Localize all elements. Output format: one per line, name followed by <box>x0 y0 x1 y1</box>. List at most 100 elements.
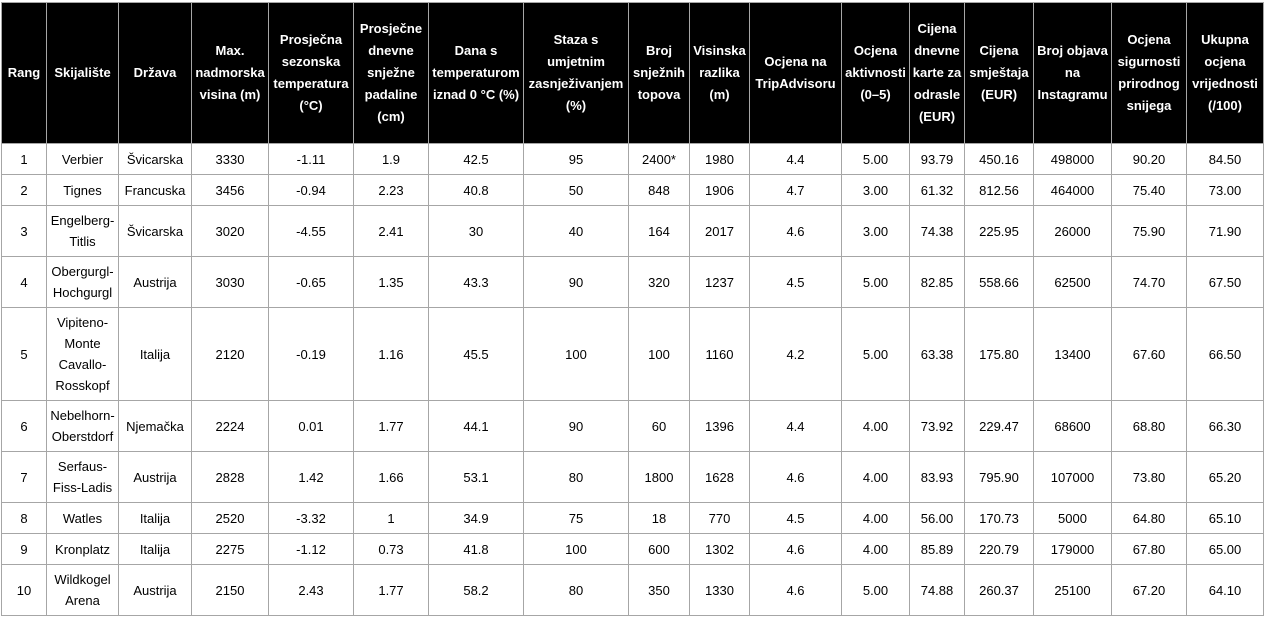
cell: 225.95 <box>964 205 1034 257</box>
cell: 6 <box>1 400 47 452</box>
table-row: 1 Verbier Švicarska 3330 -1.11 1.9 42.5 95 2400*… <box>1 143 1264 175</box>
cell: 3030 <box>191 256 269 308</box>
cell: 75 <box>523 502 629 534</box>
cell: 1.66 <box>353 451 429 503</box>
cell: 2120 <box>191 307 269 401</box>
cell: Verbier <box>46 143 119 175</box>
cell: 65.20 <box>1186 451 1264 503</box>
cell: 60 <box>628 400 690 452</box>
cell: 0.73 <box>353 533 429 565</box>
column-header: Ocjena sigurnosti prirodnog snijega <box>1111 2 1187 144</box>
cell: 4.6 <box>749 205 842 257</box>
cell: Italija <box>118 533 192 565</box>
cell: 82.85 <box>909 256 965 308</box>
cell: 90 <box>523 400 629 452</box>
cell: 71.90 <box>1186 205 1264 257</box>
cell: 350 <box>628 564 690 616</box>
cell: 26000 <box>1033 205 1112 257</box>
cell: 75.90 <box>1111 205 1187 257</box>
cell: 1.77 <box>353 400 429 452</box>
cell: 320 <box>628 256 690 308</box>
cell: 41.8 <box>428 533 524 565</box>
cell: 63.38 <box>909 307 965 401</box>
cell: 2224 <box>191 400 269 452</box>
cell: Francuska <box>118 174 192 206</box>
cell: 848 <box>628 174 690 206</box>
cell: -4.55 <box>268 205 354 257</box>
cell: Watles <box>46 502 119 534</box>
cell: 30 <box>428 205 524 257</box>
column-header: Država <box>118 2 192 144</box>
cell: Italija <box>118 502 192 534</box>
cell: 2017 <box>689 205 750 257</box>
column-header: Broj objava na Instagramu <box>1033 2 1112 144</box>
cell: 43.3 <box>428 256 524 308</box>
cell: Austrija <box>118 451 192 503</box>
cell: Njemačka <box>118 400 192 452</box>
column-header: Staza s umjetnim zasnježivanjem (%) <box>523 2 629 144</box>
table-row: 9 Kronplatz Italija 2275 -1.12 0.73 41.8 100 600… <box>1 533 1264 565</box>
cell: -0.65 <box>268 256 354 308</box>
cell: 4.00 <box>841 451 910 503</box>
cell: Vipiteno-Monte Cavallo-Rosskopf <box>46 307 119 401</box>
cell: 90 <box>523 256 629 308</box>
cell: 175.80 <box>964 307 1034 401</box>
cell: 4.00 <box>841 502 910 534</box>
column-header: Dana s temperaturom iznad 0 °C (%) <box>428 2 524 144</box>
cell: 68.80 <box>1111 400 1187 452</box>
cell: 5 <box>1 307 47 401</box>
cell: 1.9 <box>353 143 429 175</box>
cell: 450.16 <box>964 143 1034 175</box>
column-header: Prosječna sezonska temperatura (°C) <box>268 2 354 144</box>
cell: 260.37 <box>964 564 1034 616</box>
cell: 34.9 <box>428 502 524 534</box>
table-row: 3 Engelberg-Titlis Švicarska 3020 -4.55 2.41 3… <box>1 205 1264 257</box>
cell: 795.90 <box>964 451 1034 503</box>
cell: 4.00 <box>841 400 910 452</box>
cell: 3330 <box>191 143 269 175</box>
cell: 2275 <box>191 533 269 565</box>
column-header: Rang <box>1 2 47 144</box>
cell: 66.30 <box>1186 400 1264 452</box>
cell: 100 <box>523 307 629 401</box>
cell: 558.66 <box>964 256 1034 308</box>
cell: 25100 <box>1033 564 1112 616</box>
header-row: Rang Skijalište Država Max. nadmorska visin… <box>1 2 1264 144</box>
cell: 600 <box>628 533 690 565</box>
cell: 67.50 <box>1186 256 1264 308</box>
cell: 40.8 <box>428 174 524 206</box>
cell: 13400 <box>1033 307 1112 401</box>
table-row: 6 Nebelhorn-Oberstdorf Njemačka 2224 0.01 1.7… <box>1 400 1264 452</box>
cell: 1.42 <box>268 451 354 503</box>
cell: 5.00 <box>841 564 910 616</box>
cell: 73.80 <box>1111 451 1187 503</box>
cell: 5.00 <box>841 256 910 308</box>
cell: 4 <box>1 256 47 308</box>
cell: 65.00 <box>1186 533 1264 565</box>
cell: 42.5 <box>428 143 524 175</box>
column-header: Max. nadmorska visina (m) <box>191 2 269 144</box>
cell: 66.50 <box>1186 307 1264 401</box>
cell: 84.50 <box>1186 143 1264 175</box>
cell: -1.12 <box>268 533 354 565</box>
cell: 4.7 <box>749 174 842 206</box>
cell: 80 <box>523 564 629 616</box>
cell: 1980 <box>689 143 750 175</box>
cell: 0.01 <box>268 400 354 452</box>
cell: 229.47 <box>964 400 1034 452</box>
cell: 2828 <box>191 451 269 503</box>
cell: 1 <box>1 143 47 175</box>
cell: 85.89 <box>909 533 965 565</box>
cell: 2400* <box>628 143 690 175</box>
table-header: Rang Skijalište Država Max. nadmorska visin… <box>1 2 1264 144</box>
cell: 812.56 <box>964 174 1034 206</box>
cell: 90.20 <box>1111 143 1187 175</box>
cell: 75.40 <box>1111 174 1187 206</box>
cell: 100 <box>523 533 629 565</box>
cell: 4.4 <box>749 400 842 452</box>
cell: 1906 <box>689 174 750 206</box>
cell: Engelberg-Titlis <box>46 205 119 257</box>
cell: 100 <box>628 307 690 401</box>
cell: 464000 <box>1033 174 1112 206</box>
cell: 1 <box>353 502 429 534</box>
